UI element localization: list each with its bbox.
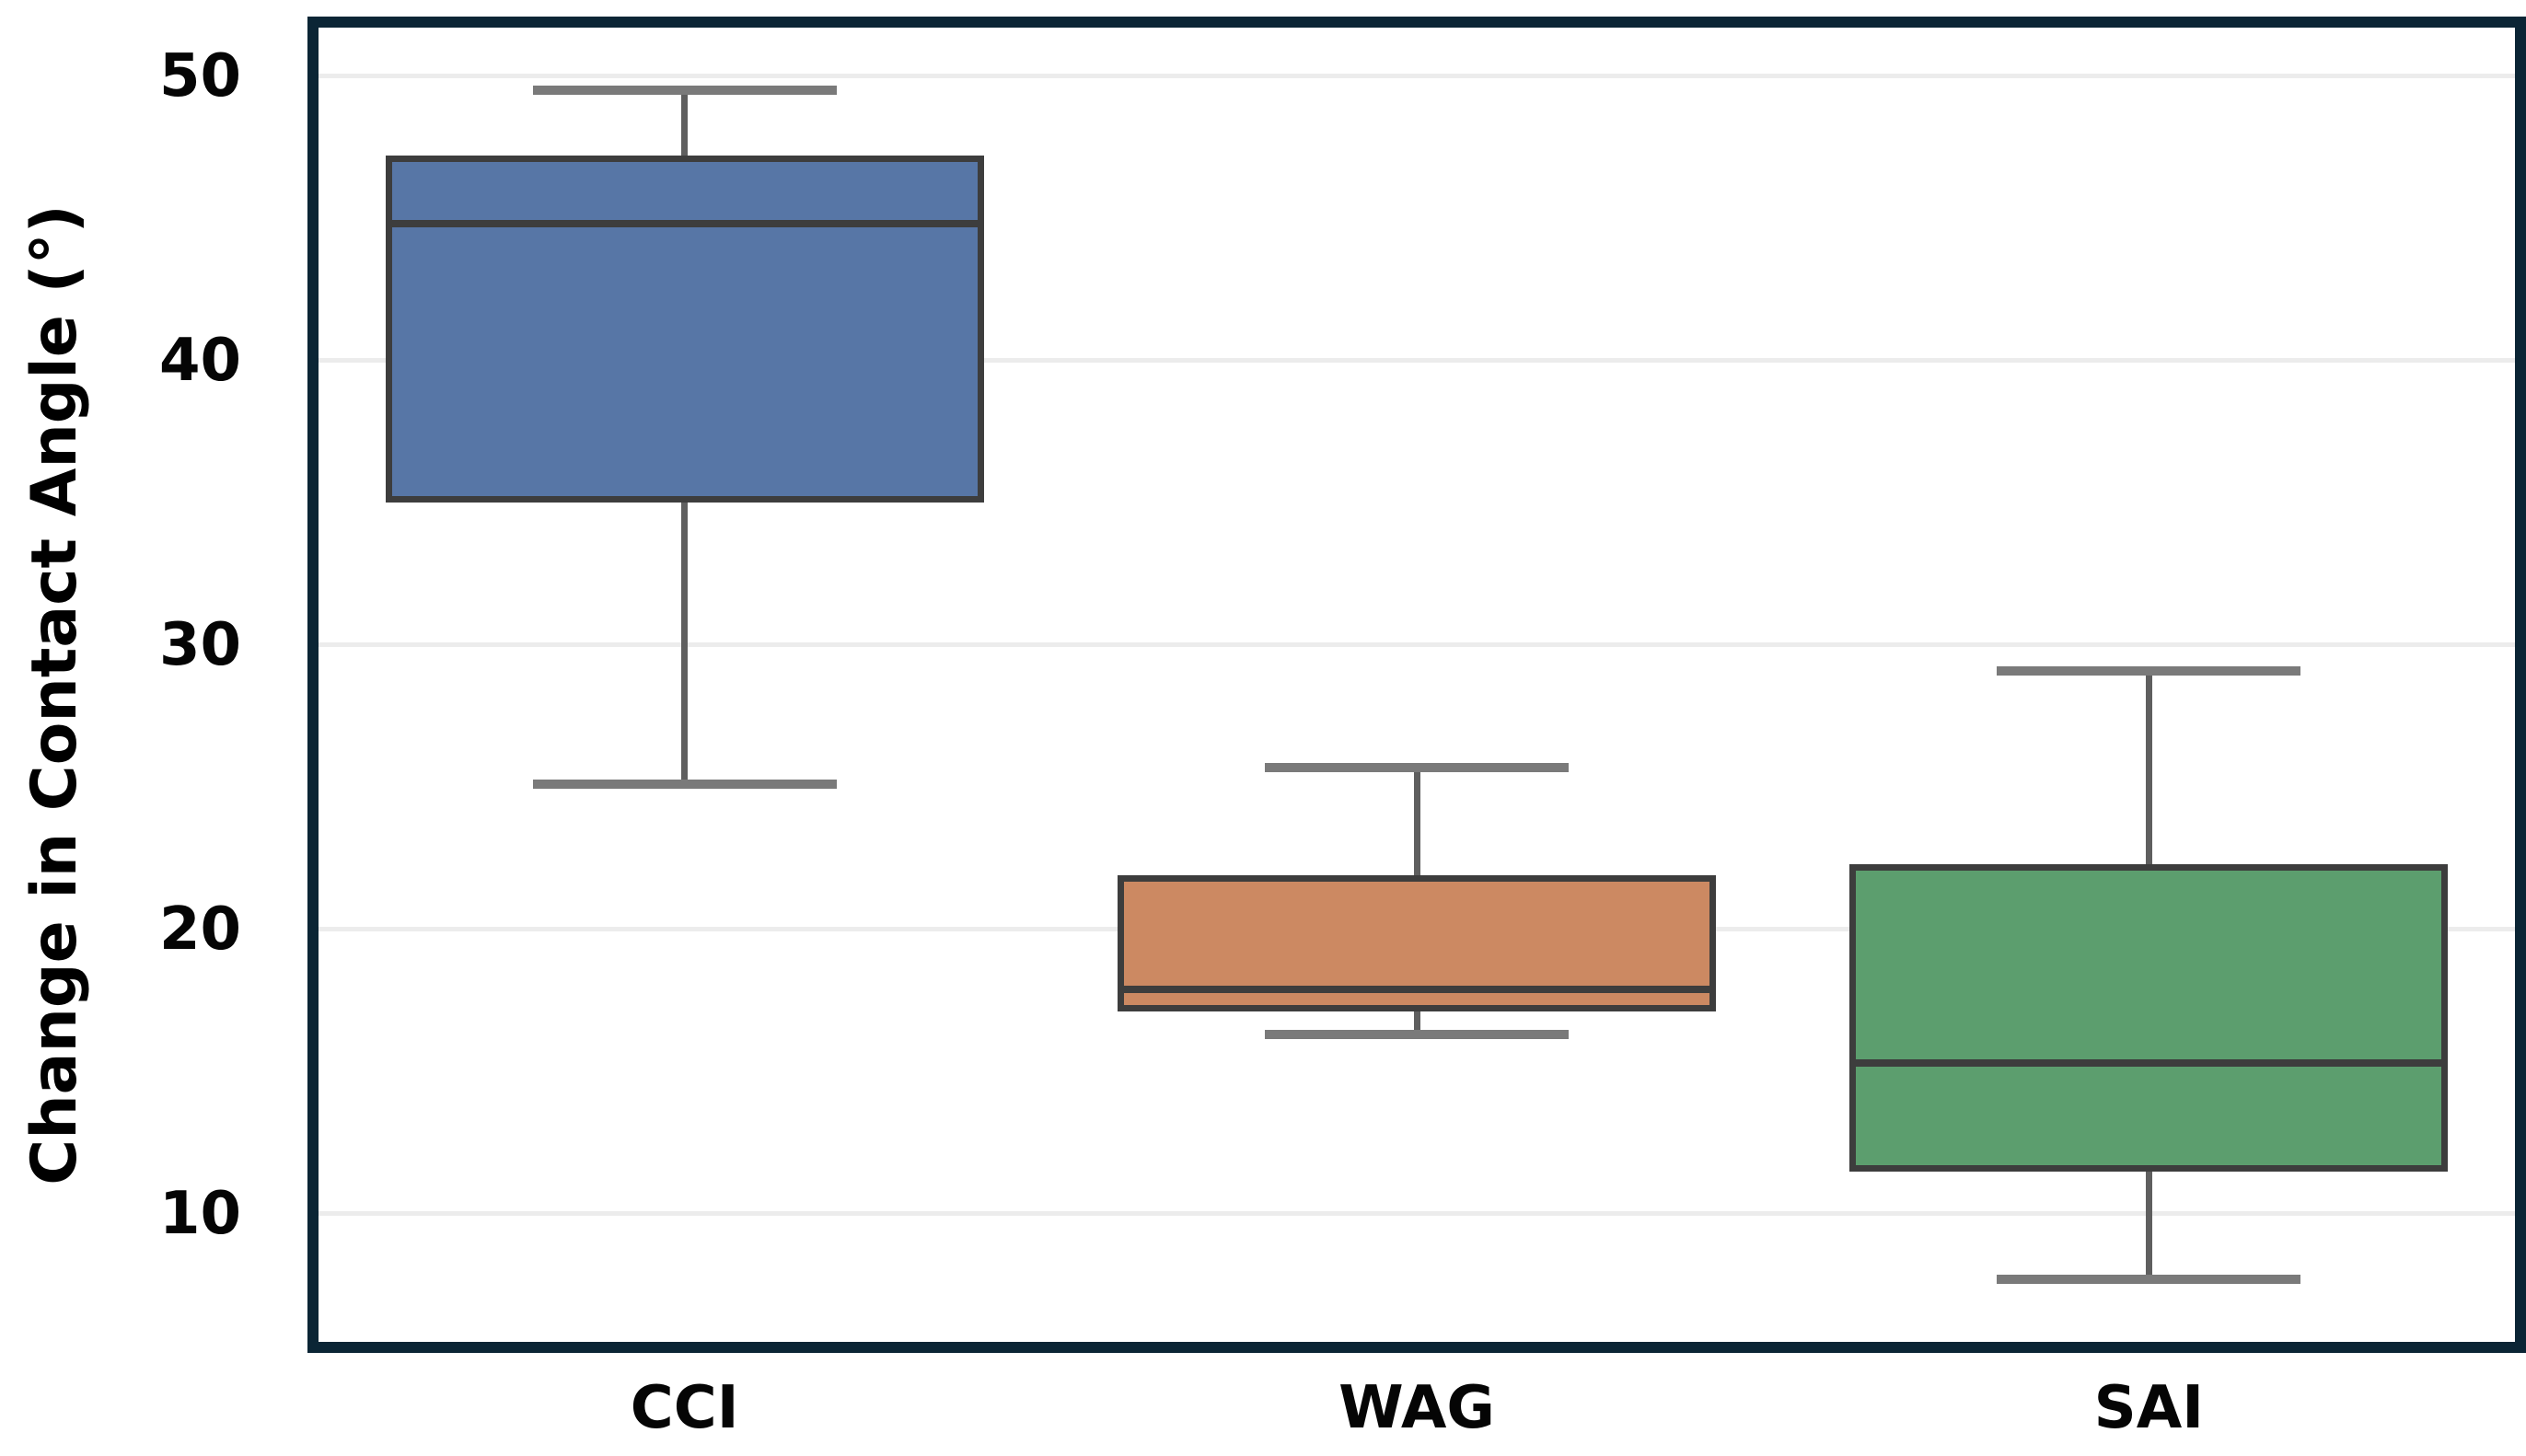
plot-area (319, 28, 2515, 1342)
median-cci (385, 220, 984, 228)
whisker-lower-wag (1413, 1011, 1420, 1035)
gridline-40 (319, 358, 2515, 364)
median-wag (1118, 985, 1716, 993)
cap-lower-cci (532, 780, 837, 790)
whisker-lower-sai (2145, 1171, 2152, 1279)
x-tick-label-wag: WAG (1338, 1374, 1495, 1442)
cap-lower-wag (1265, 1030, 1569, 1040)
y-tick-label-50: 50 (158, 41, 241, 110)
y-tick-label-30: 30 (158, 610, 241, 679)
cap-upper-sai (1997, 665, 2301, 676)
y-tick-label-20: 20 (158, 895, 241, 964)
whisker-upper-sai (2145, 670, 2152, 864)
whisker-upper-cci (681, 90, 689, 156)
gridline-50 (319, 74, 2515, 79)
median-sai (1849, 1059, 2449, 1068)
x-tick-label-cci: CCI (630, 1374, 739, 1442)
cap-upper-wag (1265, 762, 1569, 772)
plot-frame (307, 17, 2526, 1353)
whisker-upper-wag (1413, 767, 1420, 876)
gridline-30 (319, 642, 2515, 648)
y-tick-label-10: 10 (158, 1179, 241, 1248)
whisker-lower-cci (681, 503, 689, 785)
x-tick-label-sai: SAI (2093, 1374, 2205, 1442)
gridline-10 (319, 1211, 2515, 1217)
x-axis-tick-labels: CCI WAG SAI (319, 1375, 2515, 1449)
cap-lower-sai (1997, 1275, 2301, 1284)
y-axis-tick-labels: 10 20 30 40 50 (0, 0, 241, 1456)
y-tick-label-40: 40 (158, 326, 241, 395)
cap-upper-cci (532, 86, 837, 95)
box-cci (385, 156, 984, 503)
box-sai (1849, 863, 2449, 1172)
